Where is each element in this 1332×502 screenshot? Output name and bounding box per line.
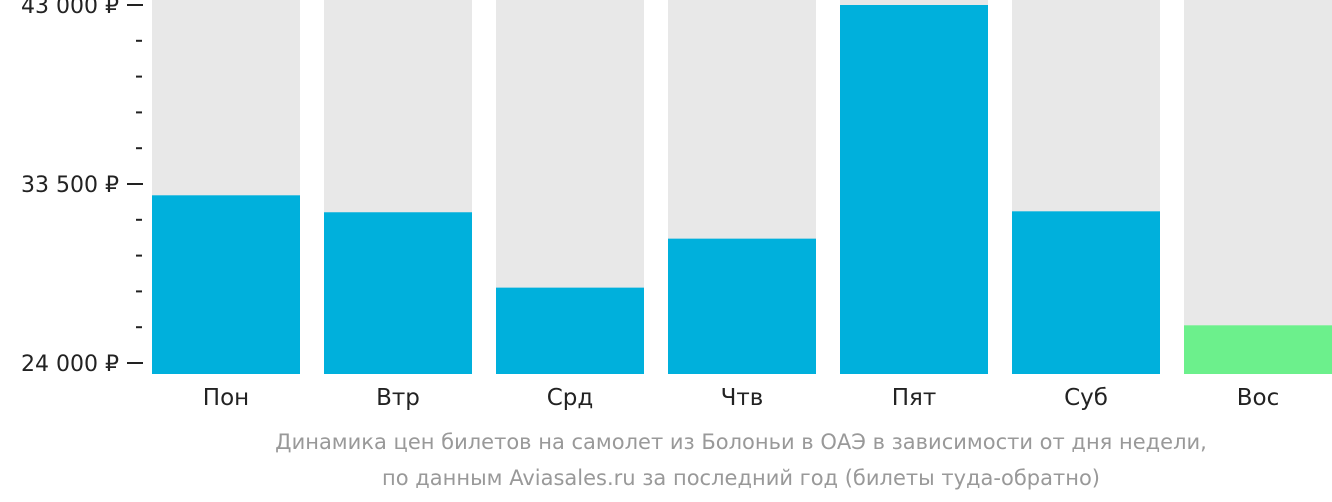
bar-3 xyxy=(496,287,644,374)
bar-2 xyxy=(324,212,472,374)
x-tick-label: Срд xyxy=(547,385,594,411)
bar-7 xyxy=(1184,325,1332,374)
bar-4 xyxy=(668,238,816,374)
bar-track xyxy=(1184,0,1332,374)
chart-caption-line-2: по данным Aviasales.ru за последний год … xyxy=(382,466,1100,490)
bars xyxy=(152,5,1332,374)
x-tick-label: Втр xyxy=(376,385,420,411)
bar-6 xyxy=(1012,211,1160,374)
x-tick-label: Пон xyxy=(203,385,249,411)
y-axis: 43 000 ₽ 33 500 ₽ 24 000 ₽ xyxy=(21,0,143,377)
x-axis: Пон Втр Срд Чтв Пят Суб Вос xyxy=(203,385,1279,411)
x-tick-label: Чтв xyxy=(721,385,764,411)
chart-caption-line-1: Динамика цен билетов на самолет из Болон… xyxy=(275,430,1207,454)
y-tick-label: 33 500 ₽ xyxy=(21,173,119,198)
x-tick-label: Вос xyxy=(1237,385,1280,411)
bar-1 xyxy=(152,195,300,374)
y-tick-label: 43 000 ₽ xyxy=(21,0,119,19)
y-tick-label: 24 000 ₽ xyxy=(21,352,119,377)
bar-5 xyxy=(840,5,988,374)
x-tick-label: Пят xyxy=(892,385,937,411)
price-by-weekday-chart: 43 000 ₽ 33 500 ₽ 24 000 ₽ Пон Втр Срд Чтв Пят… xyxy=(21,0,1332,411)
x-tick-label: Суб xyxy=(1064,385,1108,411)
